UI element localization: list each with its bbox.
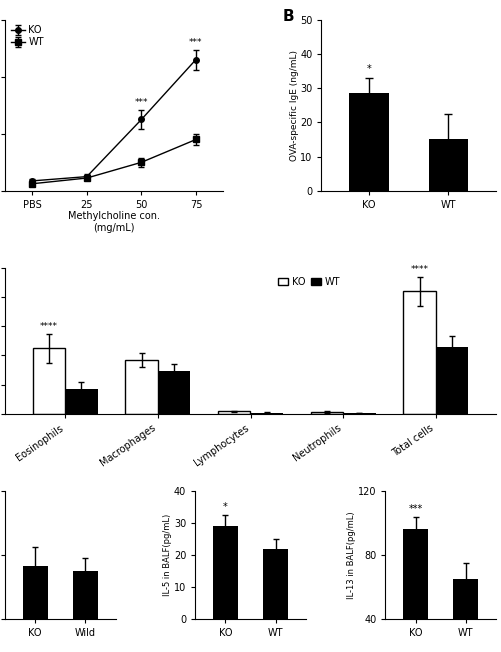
Bar [436, 347, 468, 414]
Bar [125, 359, 158, 414]
Bar [33, 348, 65, 414]
Y-axis label: IL-5 in BALF(pg/mL): IL-5 in BALF(pg/mL) [163, 514, 172, 597]
Bar [213, 526, 238, 619]
Bar [428, 140, 468, 191]
Bar [349, 93, 389, 191]
Bar [343, 413, 376, 414]
Bar [73, 571, 98, 652]
Text: ****: **** [40, 322, 58, 331]
Text: ****: **** [410, 265, 428, 274]
Y-axis label: IL-13 in BALF(pg/mL): IL-13 in BALF(pg/mL) [348, 511, 357, 599]
Bar [158, 371, 190, 414]
Bar [218, 411, 250, 414]
Bar [403, 291, 436, 414]
Text: ***: *** [408, 504, 423, 514]
Text: B: B [283, 9, 295, 24]
X-axis label: Methylcholine con.
(mg/mL): Methylcholine con. (mg/mL) [68, 211, 160, 233]
Y-axis label: OVA-specific IgE (ng/mL): OVA-specific IgE (ng/mL) [290, 50, 299, 161]
Bar [311, 412, 343, 414]
Bar [263, 549, 288, 619]
Text: *: * [223, 503, 228, 512]
Bar [453, 579, 478, 652]
Bar [65, 389, 98, 414]
Legend: KO, WT: KO, WT [7, 22, 48, 52]
Bar [23, 567, 48, 652]
Bar [250, 413, 283, 414]
Text: ***: *** [189, 38, 203, 47]
Legend: KO, WT: KO, WT [275, 273, 344, 291]
Bar [403, 529, 428, 652]
Text: ***: *** [135, 98, 148, 107]
Text: *: * [367, 65, 371, 74]
